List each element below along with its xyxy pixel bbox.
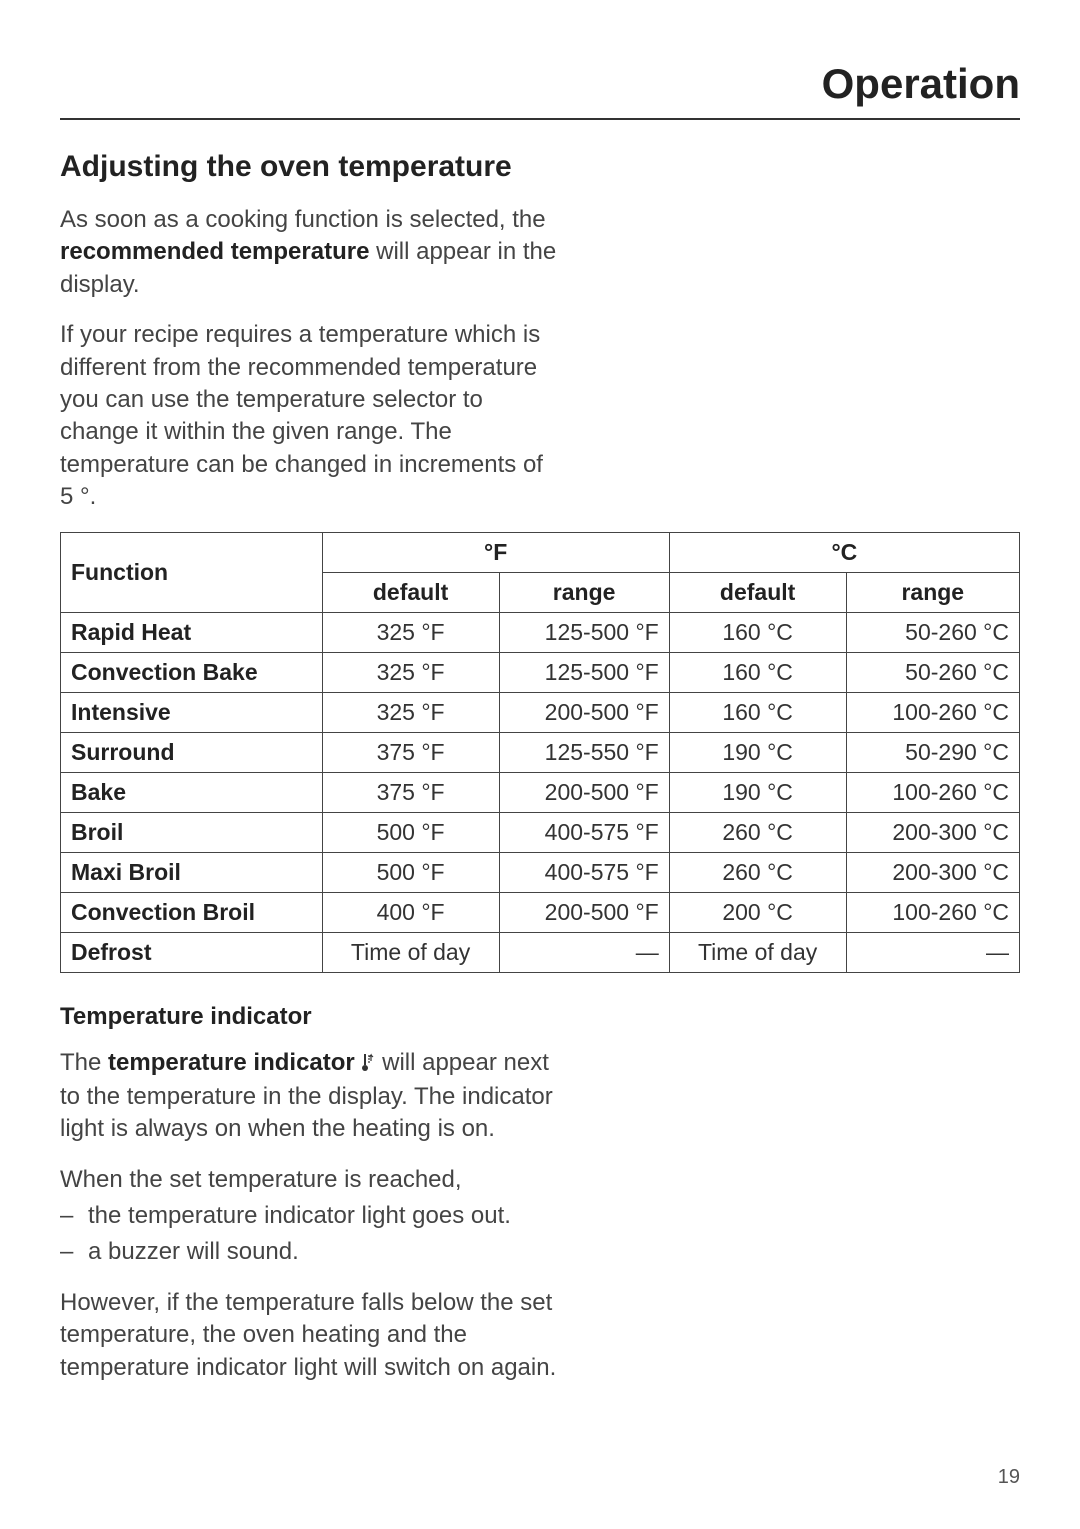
cell-function: Defrost [61,932,323,972]
th-fahrenheit: °F [322,532,669,572]
table-row: Broil 500 °F 400-575 °F 260 °C 200-300 °… [61,812,1020,852]
th-c-range: range [846,572,1019,612]
page-number: 19 [998,1466,1020,1489]
cell-c-range: 50-290 °C [846,732,1019,772]
cell-f-default: 500 °F [322,812,499,852]
para1-bold: recommended temperature [60,238,369,265]
list-item: a buzzer will sound. [60,1236,560,1268]
th-f-range: range [499,572,669,612]
table-row: Convection Bake 325 °F 125-500 °F 160 °C… [61,652,1020,692]
cell-f-range: 125-550 °F [499,732,669,772]
indicator-paragraph-3: However, if the temperature falls below … [60,1287,560,1384]
cell-c-range: 100-260 °C [846,892,1019,932]
cell-function: Rapid Heat [61,612,323,652]
cell-c-range: 50-260 °C [846,612,1019,652]
para1-pre: As soon as a cooking function is selecte… [60,206,546,233]
cell-c-range: 50-260 °C [846,652,1019,692]
th-c-default: default [669,572,846,612]
cell-f-range: 400-575 °F [499,852,669,892]
table-row: Maxi Broil 500 °F 400-575 °F 260 °C 200-… [61,852,1020,892]
table-row: Intensive 325 °F 200-500 °F 160 °C 100-2… [61,692,1020,732]
cell-c-default: Time of day [669,932,846,972]
cell-c-default: 160 °C [669,612,846,652]
th-celsius: °C [669,532,1019,572]
cell-f-default: Time of day [322,932,499,972]
cell-c-range: 200-300 °C [846,812,1019,852]
thermometer-icon [361,1049,375,1081]
cell-function: Broil [61,812,323,852]
cell-c-default: 260 °C [669,812,846,852]
indicator-paragraph-1: The temperature indicator will appear ne… [60,1047,560,1146]
cell-f-range: 400-575 °F [499,812,669,852]
temperature-table: Function °F °C default range default ran… [60,532,1020,973]
cell-f-default: 400 °F [322,892,499,932]
cell-f-range: 200-500 °F [499,692,669,732]
cell-f-default: 500 °F [322,852,499,892]
cell-f-default: 325 °F [322,612,499,652]
table-row: Bake 375 °F 200-500 °F 190 °C 100-260 °C [61,772,1020,812]
cell-function: Intensive [61,692,323,732]
table-row: Convection Broil 400 °F 200-500 °F 200 °… [61,892,1020,932]
cell-function: Maxi Broil [61,852,323,892]
section-title: Adjusting the oven temperature [60,150,1020,184]
cell-c-default: 190 °C [669,772,846,812]
cell-c-default: 200 °C [669,892,846,932]
list-item: the temperature indicator light goes out… [60,1200,560,1232]
th-f-default: default [322,572,499,612]
page-header-title: Operation [60,60,1020,120]
cell-c-range: — [846,932,1019,972]
intro-paragraph-2: If your recipe requires a temperature wh… [60,319,560,513]
cell-c-default: 260 °C [669,852,846,892]
indicator-heading: Temperature indicator [60,1003,1020,1031]
intro-paragraph-1: As soon as a cooking function is selecte… [60,204,560,301]
table-row: Surround 375 °F 125-550 °F 190 °C 50-290… [61,732,1020,772]
cell-function: Surround [61,732,323,772]
table-row: Defrost Time of day — Time of day — [61,932,1020,972]
cell-function: Bake [61,772,323,812]
cell-f-default: 325 °F [322,692,499,732]
indicator-p1-bold: temperature indicator [108,1049,355,1076]
cell-c-range: 200-300 °C [846,852,1019,892]
cell-f-range: 200-500 °F [499,892,669,932]
cell-c-default: 190 °C [669,732,846,772]
cell-f-range: 125-500 °F [499,652,669,692]
table-row: Rapid Heat 325 °F 125-500 °F 160 °C 50-2… [61,612,1020,652]
cell-c-default: 160 °C [669,652,846,692]
cell-f-default: 375 °F [322,772,499,812]
cell-c-default: 160 °C [669,692,846,732]
cell-f-range: 200-500 °F [499,772,669,812]
cell-function: Convection Bake [61,652,323,692]
indicator-bullets: the temperature indicator light goes out… [60,1200,560,1269]
cell-f-default: 375 °F [322,732,499,772]
cell-f-default: 325 °F [322,652,499,692]
th-function: Function [61,532,323,612]
cell-function: Convection Broil [61,892,323,932]
cell-f-range: 125-500 °F [499,612,669,652]
indicator-paragraph-2: When the set temperature is reached, [60,1164,560,1196]
table-body: Rapid Heat 325 °F 125-500 °F 160 °C 50-2… [61,612,1020,972]
cell-c-range: 100-260 °C [846,772,1019,812]
cell-f-range: — [499,932,669,972]
indicator-p1-pre: The [60,1049,108,1076]
cell-c-range: 100-260 °C [846,692,1019,732]
